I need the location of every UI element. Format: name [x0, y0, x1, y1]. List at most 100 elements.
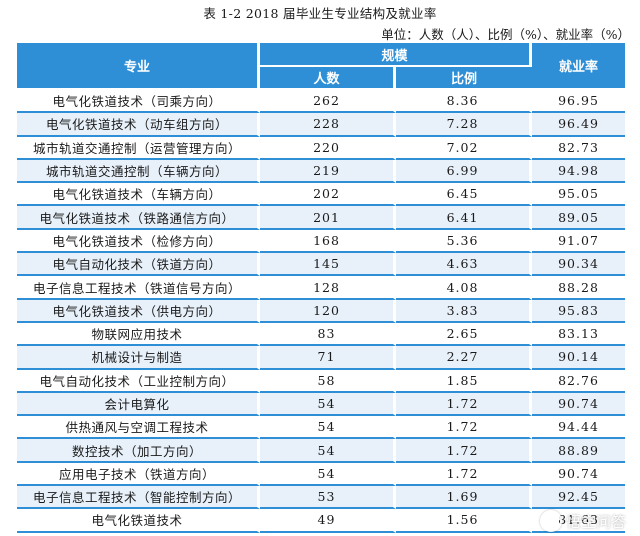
cell-rate: 88.28 [532, 276, 626, 300]
cell-ratio: 6.99 [396, 159, 533, 184]
cell-ratio: 2.65 [396, 322, 533, 347]
watermark: 悟空问答 [539, 510, 626, 532]
table-row: 城市轨道交通控制（运营管理方向） 220 7.02 82.73 [17, 136, 626, 160]
cell-count: 71 [260, 346, 396, 370]
header-count: 人数 [260, 67, 396, 90]
cell-ratio: 7.28 [396, 113, 533, 137]
table-row: 电气化铁道技术（动车组方向） 228 7.28 96.49 [17, 113, 626, 137]
cell-major: 电气自动化技术（铁道方向） [17, 253, 260, 277]
table-row: 电气自动化技术（铁道方向） 145 4.63 90.34 [17, 253, 626, 277]
table-row: 应用电子技术（铁道方向） 54 1.72 90.74 [17, 462, 626, 487]
cell-count: 49 [260, 509, 396, 533]
cell-major: 电子信息工程技术（智能控制方向） [17, 486, 260, 510]
cell-count: 201 [260, 206, 396, 230]
table-row: 电气化铁道技术（车辆方向） 202 6.45 95.05 [17, 183, 626, 207]
cell-ratio: 1.69 [396, 486, 533, 510]
cell-rate: 90.34 [532, 253, 626, 277]
cell-major: 电气化铁道技术（铁路通信方向） [17, 206, 260, 230]
table-row: 物联网应用技术 83 2.65 83.13 [17, 322, 626, 347]
header-scale: 规模 [260, 43, 533, 67]
cell-count: 145 [260, 253, 396, 277]
cell-ratio: 6.45 [396, 183, 533, 207]
cell-ratio: 6.41 [396, 206, 533, 230]
table-row: 城市轨道交通控制（车辆方向） 219 6.99 94.98 [17, 159, 626, 184]
table-row: 电子信息工程技术（铁道信号方向） 128 4.08 88.28 [17, 276, 626, 300]
cell-rate: 95.05 [532, 183, 626, 207]
table-row: 电气化铁道技术（铁路通信方向） 201 6.41 89.05 [17, 206, 626, 230]
cell-major: 电子信息工程技术（铁道信号方向） [17, 276, 260, 300]
cell-count: 228 [260, 113, 396, 137]
cell-count: 262 [260, 90, 396, 114]
cell-ratio: 4.63 [396, 253, 533, 277]
cell-count: 220 [260, 136, 396, 160]
cell-major: 数控技术（加工方向） [17, 439, 260, 463]
cell-ratio: 3.83 [396, 299, 533, 323]
cell-count: 83 [260, 322, 396, 347]
cell-count: 54 [260, 416, 396, 440]
table-row: 机械设计与制造 71 2.27 90.14 [17, 346, 626, 370]
cell-ratio: 1.72 [396, 416, 533, 440]
cell-major: 供热通风与空调工程技术 [17, 416, 260, 440]
cell-count: 54 [260, 439, 396, 463]
wukong-logo-icon [539, 510, 562, 532]
cell-rate: 90.74 [532, 462, 626, 487]
cell-count: 202 [260, 183, 396, 207]
cell-count: 54 [260, 392, 396, 417]
cell-count: 120 [260, 299, 396, 323]
cell-count: 54 [260, 462, 396, 487]
cell-major: 电气化铁道技术（供电方向） [17, 299, 260, 323]
table-row: 电气化铁道技术 49 1.56 81.63 [17, 509, 626, 533]
table-row: 供热通风与空调工程技术 54 1.72 94.44 [17, 416, 626, 440]
watermark-text: 悟空问答 [565, 512, 626, 531]
header-ratio: 比例 [396, 67, 533, 90]
cell-ratio: 7.02 [396, 136, 533, 160]
cell-major: 应用电子技术（铁道方向） [17, 462, 260, 487]
cell-rate: 91.07 [532, 229, 626, 254]
table-row: 电气自动化技术（工业控制方向） 58 1.85 82.76 [17, 369, 626, 393]
cell-major: 物联网应用技术 [17, 322, 260, 347]
table-row: 电子信息工程技术（智能控制方向） 53 1.69 92.45 [17, 486, 626, 510]
cell-ratio: 1.56 [396, 509, 533, 533]
table-row: 电气化铁道技术（司乘方向） 262 8.36 96.95 [17, 90, 626, 114]
table-caption: 表 1-2 2018 届毕业生专业结构及就业率 [203, 6, 437, 21]
cell-ratio: 2.27 [396, 346, 533, 370]
header-major: 专业 [17, 43, 260, 90]
cell-ratio: 1.72 [396, 439, 533, 463]
cell-major: 机械设计与制造 [17, 346, 260, 370]
cell-count: 168 [260, 229, 396, 254]
header-rate: 就业率 [532, 43, 626, 90]
cell-major: 电气化铁道技术（检修方向） [17, 229, 260, 254]
cell-rate: 96.95 [532, 90, 626, 114]
cell-count: 128 [260, 276, 396, 300]
cell-rate: 96.49 [532, 113, 626, 137]
table-row: 数控技术（加工方向） 54 1.72 88.89 [17, 439, 626, 463]
table-row: 电气化铁道技术（供电方向） 120 3.83 95.83 [17, 299, 626, 323]
table-row: 电气化铁道技术（检修方向） 168 5.36 91.07 [17, 229, 626, 254]
cell-rate: 82.73 [532, 136, 626, 160]
cell-rate: 92.45 [532, 486, 626, 510]
cell-major: 电气化铁道技术（车辆方向） [17, 183, 260, 207]
cell-major: 电气自动化技术（工业控制方向） [17, 369, 260, 393]
cell-rate: 94.98 [532, 159, 626, 184]
cell-major: 电气化铁道技术（动车组方向） [17, 113, 260, 137]
cell-rate: 89.05 [532, 206, 626, 230]
cell-major: 电气化铁道技术（司乘方向） [17, 90, 260, 114]
cell-major: 电气化铁道技术 [17, 509, 260, 533]
cell-count: 219 [260, 159, 396, 184]
cell-rate: 88.89 [532, 439, 626, 463]
cell-ratio: 4.08 [396, 276, 533, 300]
cell-ratio: 1.72 [396, 392, 533, 417]
cell-rate: 94.44 [532, 416, 626, 440]
cell-rate: 90.14 [532, 346, 626, 370]
table-body: 电气化铁道技术（司乘方向） 262 8.36 96.95 电气化铁道技术（动车组方向） 2… [17, 90, 626, 533]
cell-rate: 83.13 [532, 322, 626, 347]
cell-ratio: 1.72 [396, 462, 533, 487]
cell-rate: 82.76 [532, 369, 626, 393]
cell-rate: 90.74 [532, 392, 626, 417]
cell-ratio: 8.36 [396, 90, 533, 114]
cell-major: 会计电算化 [17, 392, 260, 417]
cell-ratio: 1.85 [396, 369, 533, 393]
cell-major: 城市轨道交通控制（车辆方向） [17, 159, 260, 184]
employment-table: 专业 规模 就业率 人数 比例 电气化铁道技术（司乘方向） 262 8.36 96.9… [17, 43, 626, 533]
unit-note: 单位：人数（人）、比例（%）、就业率（%） [381, 27, 630, 42]
